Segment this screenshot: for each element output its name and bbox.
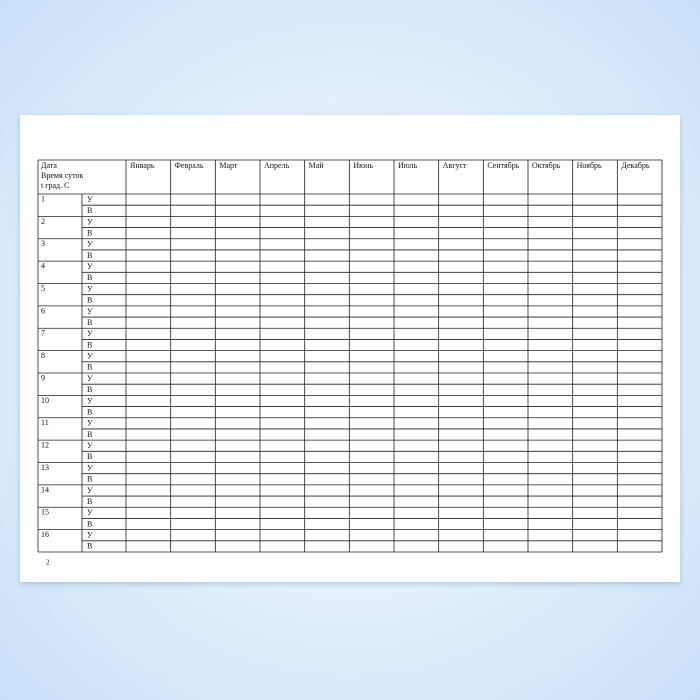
time-label: У: [87, 486, 93, 495]
time-label: В: [87, 363, 92, 372]
time-label: У: [87, 374, 93, 383]
time-label: У: [87, 419, 93, 428]
day-label: 9: [41, 373, 45, 382]
time-label: У: [87, 508, 93, 517]
day-label: 6: [41, 306, 45, 315]
time-label: В: [87, 452, 92, 461]
month-header: Ноябрь: [577, 161, 602, 170]
time-label: В: [87, 296, 92, 305]
month-header: Апрель: [264, 161, 290, 170]
time-label: У: [87, 441, 93, 450]
time-label: У: [87, 352, 93, 361]
day-label: 1: [41, 194, 45, 203]
month-header: Февраль: [175, 161, 204, 170]
month-header: Октябрь: [532, 161, 561, 170]
day-label: 4: [41, 262, 45, 271]
time-label: В: [87, 340, 92, 349]
month-header: Июль: [398, 161, 418, 170]
month-header: Июнь: [353, 161, 373, 170]
time-label: У: [87, 262, 93, 271]
time-label: В: [87, 273, 92, 282]
day-label: 14: [41, 485, 49, 494]
day-label: 16: [41, 530, 49, 539]
day-label: 10: [41, 396, 49, 405]
day-label: 7: [41, 329, 45, 338]
month-header: Январь: [130, 161, 155, 170]
day-label: 15: [41, 508, 49, 517]
time-label: У: [87, 329, 93, 338]
time-label: В: [87, 206, 92, 215]
time-label: В: [87, 497, 92, 506]
month-header: Март: [219, 161, 238, 170]
time-label: В: [87, 542, 92, 551]
month-header: Август: [443, 161, 467, 170]
month-header: Декабрь: [621, 161, 649, 170]
time-label: В: [87, 430, 92, 439]
day-label: 11: [41, 418, 49, 427]
page-number: 2: [46, 559, 50, 567]
time-label: В: [87, 318, 92, 327]
time-label: У: [87, 240, 93, 249]
time-label: В: [87, 228, 92, 237]
time-label: У: [87, 217, 93, 226]
time-label: У: [87, 284, 93, 293]
time-label: В: [87, 519, 92, 528]
time-label: У: [87, 307, 93, 316]
paper-sheet: [20, 115, 680, 582]
header-label: t град. С: [41, 181, 69, 190]
time-label: В: [87, 251, 92, 260]
time-label: У: [87, 195, 93, 204]
time-label: У: [87, 463, 93, 472]
month-header: Сентябрь: [487, 161, 519, 170]
time-label: В: [87, 407, 92, 416]
time-label: У: [87, 531, 93, 540]
header-label: Дата: [41, 161, 57, 170]
day-label: 5: [41, 284, 45, 293]
month-header: Май: [309, 161, 325, 170]
day-label: 8: [41, 351, 45, 360]
time-label: В: [87, 475, 92, 484]
day-label: 13: [41, 463, 49, 472]
day-label: 12: [41, 441, 49, 450]
time-label: В: [87, 385, 92, 394]
header-label: Время суток: [41, 171, 83, 180]
time-label: У: [87, 396, 93, 405]
day-label: 2: [41, 217, 45, 226]
day-label: 3: [41, 239, 45, 248]
